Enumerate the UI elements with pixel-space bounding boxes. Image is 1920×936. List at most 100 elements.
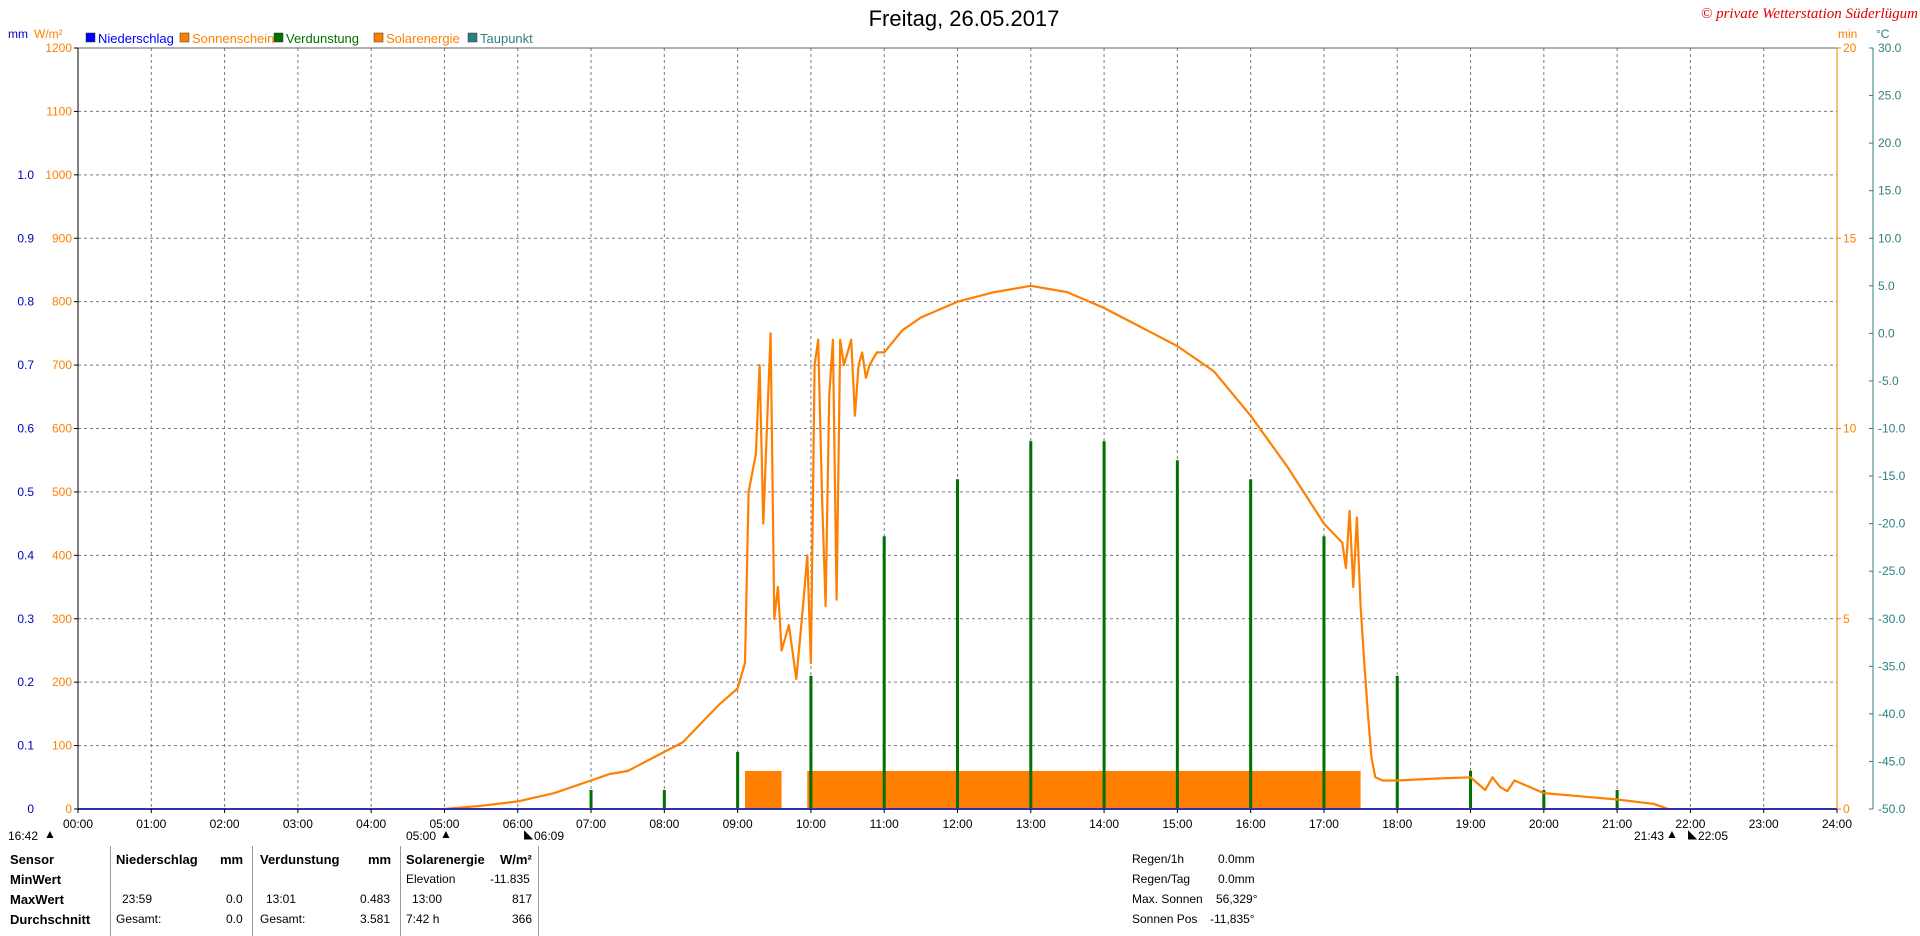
x-tick-label: 04:00 [356,817,386,831]
evaporation-bar [662,789,666,809]
max-niederschlag-time: 23:59 [122,892,153,906]
x-tick-label: 12:00 [942,817,972,831]
x-tick-label: 07:00 [576,817,606,831]
legend-item: Taupunkt [467,31,533,46]
x-tick-label: 19:00 [1456,817,1486,831]
statistics-table: Sensor Niederschlag mm Verdunstung mm So… [0,846,1920,936]
x-tick-label: 13:00 [1016,817,1046,831]
min-tick-label: 10 [1843,422,1857,436]
moon-set-icon: ◣ [1688,827,1698,841]
wm2-tick-label: 500 [52,485,72,499]
x-tick-label: 18:00 [1382,817,1412,831]
temp-tick-label: 5.0 [1878,279,1895,293]
x-tick-label: 10:00 [796,817,826,831]
evaporation-bar [882,536,886,809]
chart-title: Freitag, 26.05.2017 [869,6,1060,31]
x-tick-label: 05:00 [429,817,459,831]
temp-tick-label: -35.0 [1878,659,1906,673]
legend-label: Solarenergie [386,31,460,46]
evaporation-bar [956,479,959,809]
header-niederschlag: Niederschlag [116,852,198,867]
copyright-text: © private Wetterstation Süderlügum [1701,6,1918,22]
evaporation-bar [1542,789,1546,809]
x-tick-label: 16:00 [1236,817,1266,831]
temp-tick-label: -20.0 [1878,517,1906,531]
legend-swatch [179,32,190,43]
wm2-tick-label: 1200 [45,41,72,55]
temp-tick-label: -10.0 [1878,422,1906,436]
x-tick-label: 03:00 [283,817,313,831]
avg-niederschlag-value: 0.0 [226,912,243,926]
min-tick-label: 5 [1843,612,1850,626]
legend-item: Sonnenschein [179,31,274,46]
x-tick-label: 23:00 [1749,817,1779,831]
axis-unit-wm2: W/m² [34,27,63,41]
legend-label: Sonnenschein [192,31,274,46]
wm2-tick-label: 1000 [45,168,72,182]
row-label-avg: Durchschnitt [10,912,91,927]
wm2-tick-label: 1100 [46,104,72,118]
temp-tick-label: -30.0 [1878,612,1906,626]
legend-item: Verdunstung [273,31,359,46]
sunshine-block [807,770,1361,809]
min-tick-label: 0 [1843,802,1850,816]
moon-rise-time: 16:42 [8,829,38,843]
x-tick-label: 21:00 [1602,817,1632,831]
info-label-sonnenpos: Sonnen Pos [1132,912,1198,926]
header-niederschlag-unit: mm [220,852,244,867]
mm-tick-label: 0 [27,802,34,816]
avg-niederschlag-label: Gesamt: [116,912,162,926]
row-label-min: MinWert [10,872,62,887]
evaporation-bar [589,789,593,809]
mm-tick-label: 0.7 [17,358,34,372]
x-tick-label: 00:00 [63,817,93,831]
max-solar-time: 13:00 [412,892,443,906]
temp-tick-label: -50.0 [1878,802,1906,816]
row-label-max: MaxWert [10,892,64,907]
temp-tick-label: 20.0 [1878,136,1902,150]
axis-unit-temp: °C [1876,27,1890,41]
x-tick-label: 22:00 [1675,817,1705,831]
mm-tick-label: 0.1 [17,739,34,753]
sunshine-bars [744,770,1361,809]
sun-rise-marker-icon: ▲ [440,827,452,841]
sunshine-block [744,770,782,809]
legend-item: Solarenergie [373,31,460,46]
x-tick-label: 09:00 [723,817,753,831]
avg-solar-value: 366 [512,912,533,926]
legend-swatch [467,32,478,43]
wm2-tick-label: 800 [52,295,72,309]
evaporation-bars [589,441,1619,809]
min-solar-value: -11.835 [490,872,530,886]
temp-tick-label: -40.0 [1878,707,1906,721]
x-tick-label: 14:00 [1089,817,1119,831]
info-label-maxsonnen: Max. Sonnen [1132,892,1203,906]
min-tick-label: 15 [1843,231,1857,245]
evaporation-bar [1102,441,1106,809]
moon-rise-icon: ▲ [44,827,56,841]
chart-legend: Niederschlag Sonnenschein Verdunstung Solar… [85,31,533,46]
evaporation-bar [736,751,740,809]
x-tick-label: 06:00 [503,817,533,831]
mm-tick-label: 0.5 [17,485,34,499]
sun-rise-time: 06:09 [534,829,564,843]
x-tick-label: 15:00 [1162,817,1192,831]
legend-swatch [373,32,384,43]
mm-tick-label: 0.6 [17,422,34,436]
legend-item: Niederschlag [85,31,174,46]
max-niederschlag-value: 0.0 [226,892,243,906]
mm-tick-label: 0.9 [17,231,34,245]
wm2-tick-label: 200 [52,675,72,689]
mm-tick-label: 0.2 [17,675,34,689]
header-verdunstung-unit: mm [368,852,392,867]
info-value-maxsonnen: 56,329° [1216,892,1258,906]
temp-tick-label: -15.0 [1878,469,1906,483]
info-label-regen1h: Regen/1h [1132,852,1185,866]
wm2-tick-label: 400 [52,548,72,562]
wm2-tick-label: 300 [52,612,72,626]
x-tick-label: 02:00 [210,817,240,831]
min-solar-label: Elevation [406,872,456,886]
mm-tick-label: 0.8 [17,295,34,309]
sun-moon-markers: 16:42 ▲ 05:00 ▲ ◣ 06:09 21:43 ▲ ◣ 22:05 [8,827,1728,843]
sun-set-time: 21:43 [1634,829,1664,843]
